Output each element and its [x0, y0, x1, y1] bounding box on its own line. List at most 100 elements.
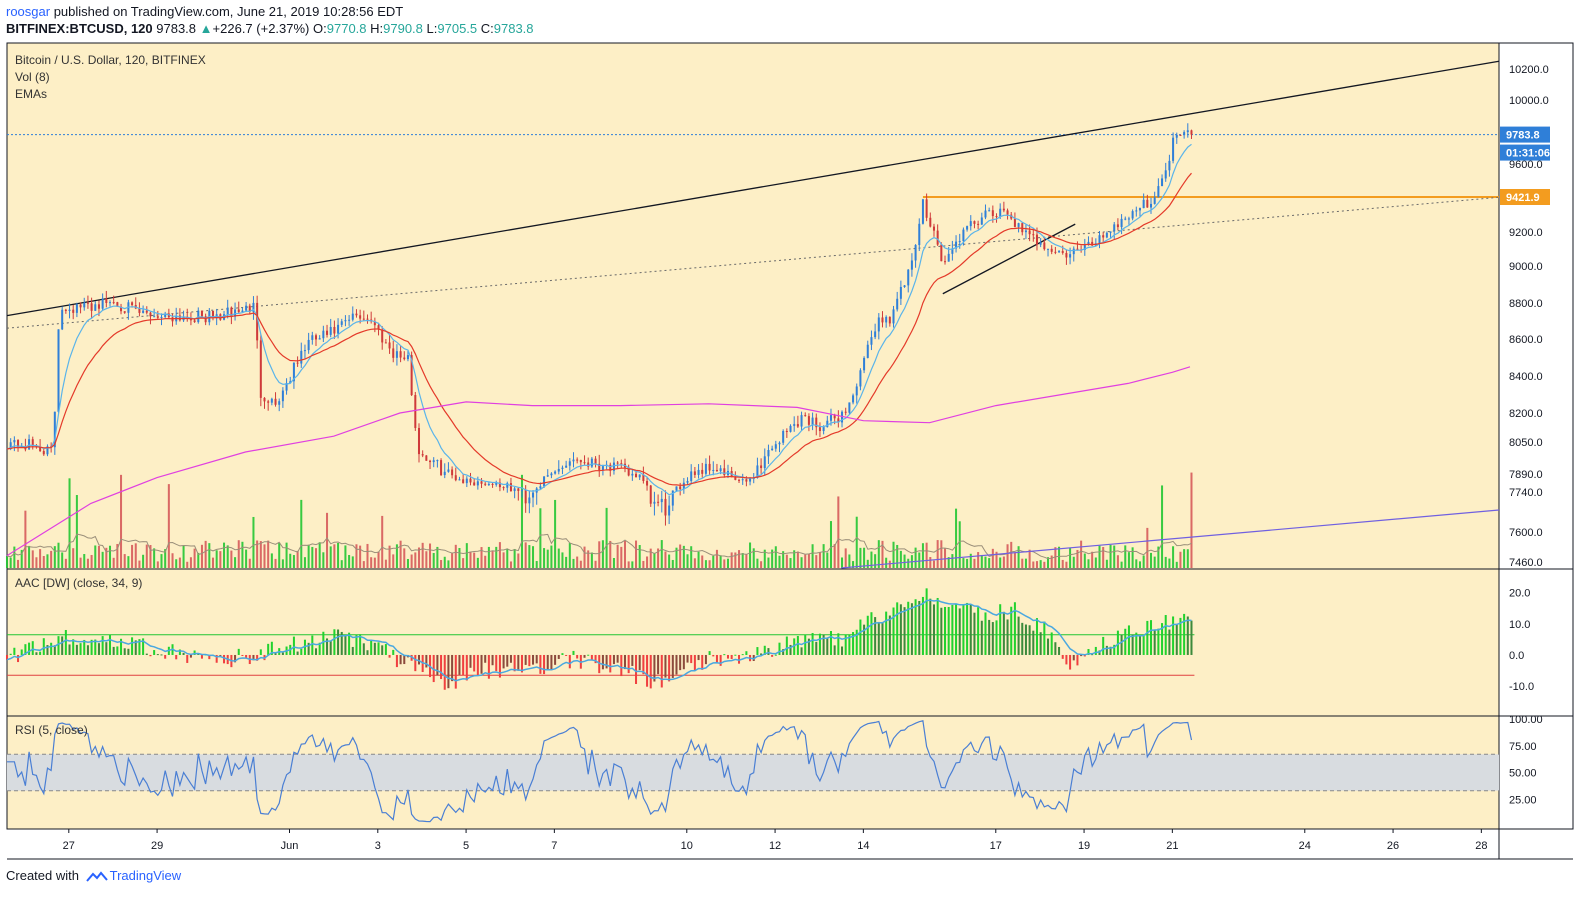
aac-signal-line — [6, 599, 1192, 682]
candle-body — [116, 302, 119, 307]
volume-bar — [366, 543, 369, 568]
candle-body — [657, 501, 660, 503]
candle-body — [646, 480, 649, 486]
volume-bar — [745, 553, 748, 568]
aac-bar — [811, 632, 814, 655]
volume-bar — [921, 543, 924, 568]
price-axis-label: 7460.0 — [1509, 557, 1543, 569]
volume-bar — [726, 558, 729, 568]
candle-body — [451, 469, 454, 476]
price-axis-label: 10200.0 — [1509, 64, 1549, 76]
aac-bar — [955, 603, 958, 655]
volume-bar — [348, 554, 351, 568]
aac-bar — [388, 654, 391, 658]
aac-bar — [1035, 618, 1038, 655]
candle-body — [1069, 254, 1072, 258]
volume-bar — [208, 543, 211, 568]
aac-bar — [572, 650, 575, 655]
aac-bar — [24, 644, 27, 655]
aac-bar — [252, 654, 255, 661]
volume-bar — [1153, 556, 1156, 568]
candle-body — [852, 395, 855, 403]
candle-body — [120, 306, 123, 312]
candle-body — [947, 253, 950, 262]
last-price: 9783.8 — [156, 21, 197, 36]
volume-bar — [528, 545, 531, 568]
chart-canvas[interactable]: 10200.0 10000.0 9600.0 9200.0 9000.0 8800.0 86… — [0, 42, 1575, 860]
candle-body — [307, 339, 310, 351]
aac-bar — [546, 654, 549, 671]
aac-bar — [156, 654, 159, 656]
aac-bar — [929, 598, 932, 655]
volume-bar — [1087, 559, 1090, 568]
volume-bar — [377, 551, 380, 568]
aac-bar — [189, 654, 192, 658]
aac-bar — [1190, 620, 1193, 655]
volume-bar — [414, 552, 417, 568]
aac-bar — [914, 599, 917, 655]
candle-body — [1131, 211, 1134, 219]
aac-bar — [991, 622, 994, 655]
volume-bar — [829, 521, 832, 568]
candle-body — [932, 226, 935, 231]
volume-bar — [417, 547, 421, 568]
volume-bar — [686, 554, 689, 568]
volume-bar — [826, 552, 829, 568]
candle-body — [381, 329, 384, 343]
volume-bar — [1131, 547, 1134, 568]
volume-bar — [896, 544, 899, 568]
volume-bar — [134, 543, 137, 568]
aac-bar — [936, 597, 939, 655]
aac-bar — [300, 648, 303, 655]
aac-bar — [543, 654, 546, 675]
volume-bar — [866, 559, 869, 568]
aac-bar — [75, 644, 78, 655]
upper-trendline — [6, 60, 1500, 317]
candle-body — [1072, 248, 1075, 255]
volume-bar — [557, 548, 560, 568]
aac-bar — [980, 620, 983, 655]
aac-bar — [855, 629, 858, 655]
last-price-tag-bg — [1500, 126, 1550, 143]
aac-bar — [270, 641, 273, 655]
volume-bar — [57, 542, 60, 568]
symbol-line: BITFINEX:BTCUSD, 120 9783.8 ▲+226.7 (+2.… — [6, 20, 534, 37]
candle-body — [528, 497, 531, 504]
volume-bar — [241, 541, 244, 568]
volume-bar — [362, 561, 365, 568]
author-link[interactable]: roosgar — [6, 4, 51, 19]
candle-body — [892, 309, 895, 324]
candle-body — [583, 462, 586, 464]
aac-bar — [292, 636, 295, 655]
candle-body — [105, 298, 108, 303]
candle-body — [1164, 170, 1167, 179]
candle-body — [1190, 130, 1193, 135]
rsi-axis-label: 100.00 — [1509, 714, 1543, 726]
candle-body — [68, 309, 71, 311]
rsi-legend: RSI (5, close) — [15, 723, 88, 737]
aac-bar — [800, 647, 803, 655]
aac-bar — [410, 654, 413, 661]
volume-bar — [524, 542, 527, 568]
candle-body — [1120, 218, 1123, 228]
aac-bar — [134, 640, 137, 655]
candle-body — [811, 417, 814, 425]
volume-bar — [24, 510, 27, 568]
volume-bar — [31, 550, 34, 568]
volume-bar — [487, 546, 490, 568]
volume-bar — [932, 560, 935, 568]
volume-bar — [270, 553, 273, 568]
volume-bar — [307, 544, 310, 568]
candle-body — [465, 478, 468, 484]
candle-body — [200, 310, 203, 317]
candle-body — [620, 463, 623, 465]
volume-bar — [311, 546, 314, 568]
volume-bar — [160, 554, 163, 568]
candle-body — [763, 456, 766, 469]
tradingview-brand[interactable]: TradingView — [109, 868, 182, 883]
volume-bar — [785, 554, 788, 568]
volume-bar — [767, 557, 770, 568]
candle-body — [712, 469, 715, 471]
aac-axis-label: 0.0 — [1509, 650, 1524, 662]
aac-bar — [1002, 611, 1005, 655]
